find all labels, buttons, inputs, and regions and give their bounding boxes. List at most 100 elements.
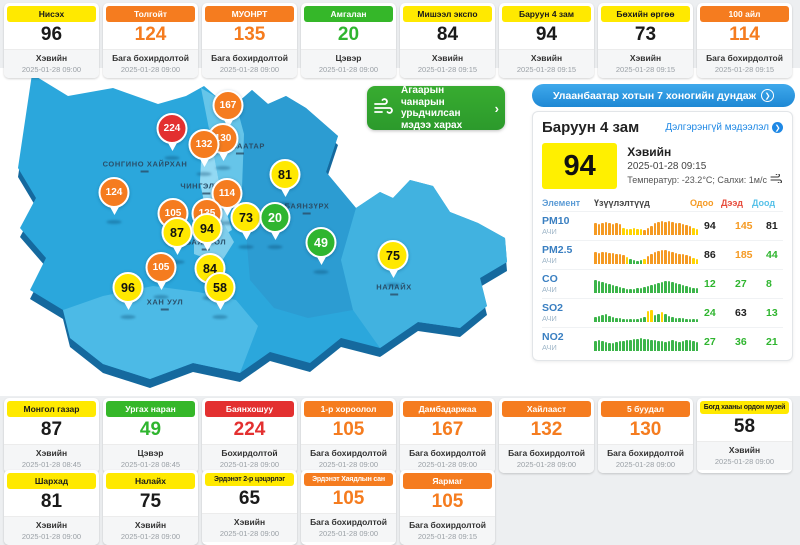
station-card[interactable]: Ургах наран 49 Цэвэр 2025-01-28 08:45	[103, 398, 198, 473]
station-name: Мишээл экспо	[403, 6, 492, 22]
pollutant-trend-chart	[594, 334, 704, 351]
station-card[interactable]: Мишээл экспо 84 Хэвийн 2025-01-28 09:15	[400, 3, 495, 78]
station-name: 1-р хороолол	[304, 401, 393, 417]
pollutant-max-value: 36	[735, 336, 747, 348]
station-card[interactable]: Хайлааст 132 Бага бохирдолтой 2025-01-28 09…	[499, 398, 594, 473]
station-card[interactable]: Монгол газар 87 Хэвийн 2025-01-28 08:45	[4, 398, 99, 473]
arrow-right-circle-icon: ❯	[761, 89, 775, 102]
station-detail-panel: Баруун 4 зам Дэлгэрэнгүй мэдээлэл ❯ 94 Х…	[532, 111, 793, 361]
map-station-pin[interactable]: 81	[269, 159, 301, 206]
station-card[interactable]: Эрдэнэт 2-р цэцэрлэг 65 Хэвийн 2025-01-28 0…	[202, 470, 297, 545]
column-element: Элемент	[542, 198, 581, 208]
station-card[interactable]: Яармаг 105 Бага бохирдолтой 2025-01-28 09:1…	[400, 470, 495, 545]
station-aqi-value: 94	[535, 24, 558, 45]
pollutant-index-label: АЧИ	[542, 285, 557, 295]
station-name: Налайх	[106, 473, 195, 489]
station-name: Ургах наран	[106, 401, 195, 417]
pin-aqi-value: 167	[212, 90, 244, 121]
pollutant-name: NO2	[542, 330, 564, 343]
chevron-right-icon: ›	[494, 100, 499, 116]
pollutant-max-value: 27	[735, 278, 747, 290]
station-timestamp: 2025-01-28 09:00	[120, 65, 181, 74]
pin-tail	[222, 207, 232, 221]
station-card[interactable]: Баруун 4 зам 94 Хэвийн 2025-01-28 09:15	[499, 3, 594, 78]
station-name: Дамбадаржаа	[403, 401, 492, 417]
station-card[interactable]: Дамбадаржаа 167 Бага бохирдолтой 2025-01-28…	[400, 398, 495, 473]
pin-tail	[218, 152, 228, 166]
station-card[interactable]: МУОНРТ 135 Бага бохирдолтой 2025-01-28 09:0…	[202, 3, 297, 78]
station-timestamp: 2025-01-28 09:15	[516, 65, 577, 74]
station-timestamp: 2025-01-28 09:00	[318, 529, 379, 538]
map-station-pin[interactable]: 87	[161, 217, 193, 264]
pollutant-min-value: 44	[766, 249, 778, 261]
station-status: Хэвийн	[233, 517, 266, 527]
pin-aqi-value: 124	[98, 177, 130, 208]
pin-shadow	[169, 260, 185, 264]
details-link[interactable]: Дэлгэрэнгүй мэдээлэл ❯	[665, 122, 783, 133]
station-timestamp: 2025-01-28 09:00	[714, 457, 775, 466]
station-name: 5 буудал	[601, 401, 690, 417]
station-card[interactable]: Амгалан 20 Цэвэр 2025-01-28 09:00	[301, 3, 396, 78]
station-card[interactable]: Толгойт 124 Бага бохирдолтой 2025-01-28 09:…	[103, 3, 198, 78]
map-station-pin[interactable]: 132	[188, 129, 220, 176]
map-station-pin[interactable]: 224	[156, 113, 188, 160]
station-timestamp: 2025-01-28 08:45	[21, 460, 82, 469]
station-timestamp: 2025-01-28 09:00	[219, 529, 280, 538]
air-quality-forecast-button[interactable]: Агаарын чанарын урьдчилсан мэдээ харах ›	[367, 85, 505, 131]
station-card[interactable]: 100 айл 114 Бага бохирдолтой 2025-01-28 09:…	[697, 3, 792, 78]
panel-station-name: Баруун 4 зам	[542, 119, 640, 136]
station-card[interactable]: Нисэх 96 Хэвийн 2025-01-28 09:00	[4, 3, 99, 78]
station-aqi-value: 75	[139, 491, 162, 512]
station-name: Нисэх	[7, 6, 96, 22]
map-station-pin[interactable]: 73	[230, 202, 262, 249]
column-max: Дээд	[721, 198, 743, 208]
station-card[interactable]: Бөхийн өргөө 73 Хэвийн 2025-01-28 09:15	[598, 3, 693, 78]
station-name: Монгол газар	[7, 401, 96, 417]
map-station-pin[interactable]: 49	[305, 227, 337, 274]
pin-tail	[241, 231, 251, 245]
pin-tail	[280, 188, 290, 202]
station-aqi-value: 65	[238, 488, 261, 509]
pin-tail	[156, 281, 166, 295]
map-station-pin[interactable]: 20	[259, 202, 291, 249]
map-station-pin[interactable]: 96	[112, 272, 144, 319]
station-status: Хэвийн	[629, 53, 662, 63]
pin-tail	[388, 269, 398, 283]
station-timestamp: 2025-01-28 09:00	[219, 460, 280, 469]
wind-icon	[373, 97, 395, 119]
station-name: Баянхошуу	[205, 401, 294, 417]
station-aqi-value: 130	[629, 419, 662, 440]
city-map: СОНГИНО ХАЙРХАН СҮХБААТАР ЧИНГЭЛТЭЙ БАЯНЗҮР…	[8, 70, 528, 395]
station-aqi-value: 135	[233, 24, 266, 45]
station-status: Бага бохирдолтой	[508, 448, 585, 458]
map-station-pin[interactable]: 75	[377, 240, 409, 287]
station-card[interactable]: 5 буудал 130 Бага бохирдолтой 2025-01-28 09…	[598, 398, 693, 473]
station-card[interactable]: Баянхошуу 224 Бохирдолтой 2025-01-28 09:00	[202, 398, 297, 473]
station-aqi-value: 167	[431, 419, 464, 440]
station-card[interactable]: Эрдэнэт Хаядлын сан 105 Бага бохирдолтой 20…	[301, 470, 396, 545]
map-station-pin[interactable]: 124	[98, 177, 130, 224]
station-card[interactable]: Налайх 75 Хэвийн 2025-01-28 09:00	[103, 470, 198, 545]
station-aqi-value: 124	[134, 24, 167, 45]
column-indicators: Үзүүлэлтүүд	[594, 198, 650, 208]
pin-tail	[167, 142, 177, 156]
station-card[interactable]: Богд хааны ордон музей 58 Хэвийн 2025-01-28…	[697, 398, 792, 473]
city-weekly-average-button[interactable]: Улаанбаатар хотын 7 хоногийн дундаж ❯	[532, 84, 795, 107]
pollutant-now-value: 94	[704, 220, 716, 232]
station-timestamp: 2025-01-28 09:15	[417, 65, 478, 74]
station-aqi-value: 224	[233, 419, 266, 440]
station-timestamp: 2025-01-28 09:00	[417, 460, 478, 469]
pin-aqi-value: 75	[377, 240, 409, 271]
station-aqi-value: 84	[436, 24, 459, 45]
pin-shadow	[267, 245, 283, 249]
pollutant-index-label: АЧИ	[542, 227, 557, 237]
pin-tail	[215, 301, 225, 315]
map-station-pin[interactable]: 58	[204, 272, 236, 319]
map-station-pin[interactable]: 105	[145, 252, 177, 299]
pin-aqi-value: 49	[305, 227, 337, 258]
pin-aqi-value: 105	[145, 252, 177, 283]
station-cards-top-row: Нисэх 96 Хэвийн 2025-01-28 09:00 Толгойт 124 Б…	[4, 3, 792, 78]
pin-aqi-value: 87	[161, 217, 193, 248]
station-card[interactable]: 1-р хороолол 105 Бага бохирдолтой 2025-01-2…	[301, 398, 396, 473]
station-card[interactable]: Шархад 81 Хэвийн 2025-01-28 09:00	[4, 470, 99, 545]
